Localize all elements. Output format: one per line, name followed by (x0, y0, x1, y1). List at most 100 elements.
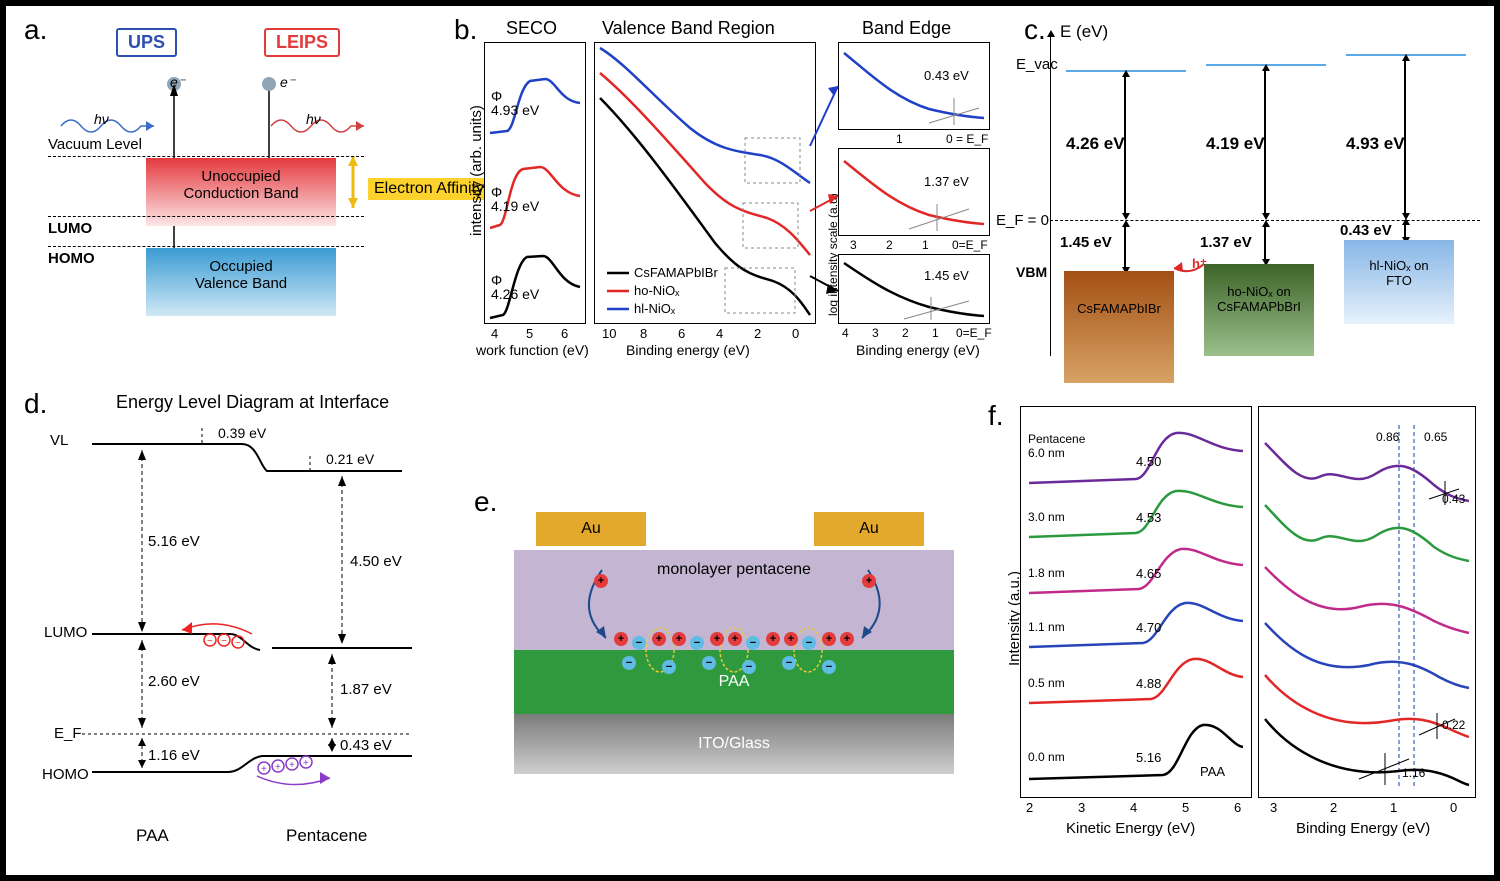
svg-text:−: − (207, 636, 213, 647)
b-be-t32: 3 (872, 326, 879, 340)
b-seco: SECO (506, 18, 557, 39)
b-v1: 8 (640, 326, 647, 341)
f-r4t: 0.5 nm (1028, 676, 1065, 690)
svg-text:1.16 eV: 1.16 eV (148, 747, 200, 764)
f-ht3: 0 (1450, 800, 1457, 815)
b-t1: 4 (491, 326, 498, 341)
c-v1: 4.26 eV (1066, 134, 1125, 154)
d-right: Pentacene (286, 826, 367, 846)
d-left: PAA (136, 826, 169, 846)
b-be-t31: 4 (842, 326, 849, 340)
f-r1w: 4.53 (1136, 510, 1161, 525)
f-h2: 0.65 (1424, 430, 1447, 444)
svg-text:+: + (275, 762, 281, 773)
c-ef: E_F = 0 (996, 212, 1049, 229)
svg-text:+: + (289, 760, 295, 771)
b-p3: 4.26 eV (491, 286, 539, 302)
f-r3w: 4.70 (1136, 620, 1161, 635)
au1: Au (536, 512, 646, 546)
lumo-line (48, 216, 364, 217)
f-st4: 6 (1234, 800, 1241, 815)
lumo-label: LUMO (48, 220, 92, 237)
b-leg2: ho-NiOₓ (634, 283, 679, 298)
b-e1: 0.43 eV (924, 68, 969, 83)
e-minus-right: e⁻ (280, 74, 295, 91)
b-be-t24: 0=E_F (952, 238, 988, 252)
b-be-t33: 2 (902, 326, 909, 340)
au2: Au (814, 512, 924, 546)
b-arrows (808, 46, 848, 326)
c-b3: 0.43 eV (1340, 222, 1392, 239)
svg-text:−: − (235, 638, 241, 649)
svg-text:0.39 eV: 0.39 eV (218, 425, 267, 441)
f-r3t: 1.1 nm (1028, 620, 1065, 634)
b-leg1: CsFAMAPbIBr (634, 265, 718, 280)
f-st0: 2 (1026, 800, 1033, 815)
b-inset2 (838, 148, 990, 236)
panel-label-e: e. (474, 486, 497, 518)
f-r2t: 1.8 nm (1028, 566, 1065, 580)
b-p2: 4.19 eV (491, 198, 539, 214)
f-h3: 0.43 (1442, 492, 1465, 506)
f-ht1: 2 (1330, 800, 1337, 815)
c-b2: 1.37 eV (1200, 234, 1252, 251)
d-lumo: LUMO (44, 624, 87, 641)
c-axis (1050, 36, 1051, 356)
f-st3: 5 (1182, 800, 1189, 815)
svg-text:0.21 eV: 0.21 eV (326, 451, 375, 467)
b-v0: 10 (602, 326, 616, 341)
hv-left: hν (94, 111, 109, 127)
f-h5: 1.16 (1402, 766, 1425, 780)
f-r4w: 4.88 (1136, 676, 1161, 691)
b-v2: 6 (678, 326, 685, 341)
b-be-t34: 1 (932, 326, 939, 340)
b-xl1: work function (eV) (476, 342, 589, 358)
f-xl2: Binding Energy (eV) (1296, 820, 1430, 837)
svg-text:+: + (303, 758, 309, 769)
d-ef: E_F (54, 725, 82, 742)
c-b1: 1.45 eV (1060, 234, 1112, 251)
b-be-t11: 1 (896, 132, 903, 146)
b-v4: 2 (754, 326, 761, 341)
b-inset3 (838, 254, 990, 324)
hv-right: hν (306, 111, 321, 127)
f-st1: 3 (1078, 800, 1085, 815)
b-e3: 1.45 eV (924, 268, 969, 283)
c-vbm: VBM (1016, 264, 1047, 280)
e-minus-left: e⁻ (170, 74, 185, 91)
panel-label-a: a. (24, 14, 47, 46)
b-be-t21: 3 (850, 238, 857, 252)
c-yl: E (eV) (1060, 22, 1108, 42)
f-r5t: 0.0 nm (1028, 750, 1065, 764)
d-vl: VL (50, 432, 68, 449)
c-b3a (1404, 224, 1406, 238)
f-ht0: 3 (1270, 800, 1277, 815)
b-be-t22: 2 (886, 238, 893, 252)
f-r5w: 5.16 (1136, 750, 1161, 765)
b-be-t12: 0 = E_F (946, 132, 988, 146)
b-be-t23: 1 (922, 238, 929, 252)
c-evac: E_vac (1016, 56, 1058, 73)
b-p1: 4.93 eV (491, 102, 539, 118)
leips-box: LEIPS (264, 28, 340, 57)
d-homo: HOMO (42, 766, 89, 783)
panel-label-f: f. (988, 400, 1004, 432)
f-r0w: 4.50 (1136, 454, 1161, 469)
panel-d-svg: 0.39 eV 0.21 eV 5.16 eV 4.50 eV 2.60 eV … (42, 416, 462, 836)
b-inset1 (838, 42, 990, 130)
b-leg3: hl-NiOₓ (634, 301, 675, 316)
b-v5: 0 (792, 326, 799, 341)
f-r2w: 4.65 (1136, 566, 1161, 581)
b-ylabel: intensity (arb. units) (468, 105, 485, 236)
occupied-band: Occupied Valence Band (146, 248, 336, 316)
c-m3: hl-NiOₓ on FTO (1344, 240, 1454, 324)
svg-text:2.60 eV: 2.60 eV (148, 673, 200, 690)
f-r1t: 3.0 nm (1028, 510, 1065, 524)
f-h4: 0.22 (1442, 718, 1465, 732)
svg-text:−: − (221, 636, 227, 647)
homo-line (48, 246, 364, 247)
b-v3: 4 (716, 326, 723, 341)
b-xl2: Binding energy (eV) (626, 342, 750, 358)
b-be-t35: 0=E_F (956, 326, 992, 340)
c-v2: 4.19 eV (1206, 134, 1265, 154)
